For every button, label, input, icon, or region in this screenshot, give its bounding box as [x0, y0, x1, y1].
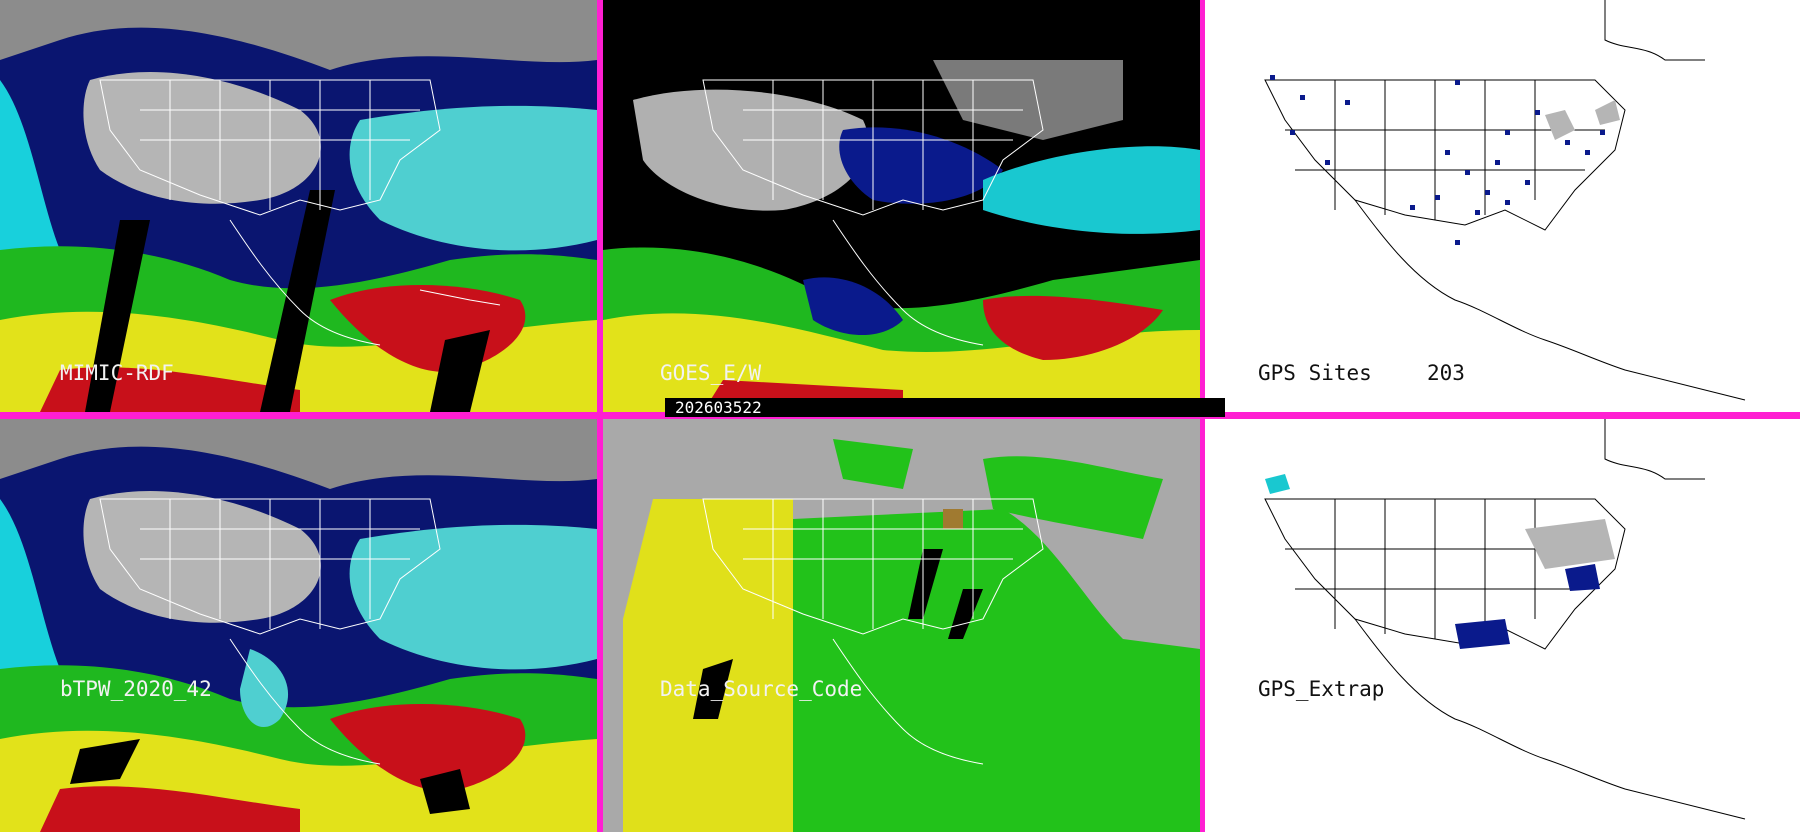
- gps-site-markers: [1270, 75, 1605, 245]
- timestamp-bar: 202603522: [665, 398, 1225, 417]
- gps-extrap-panel: GPS_Extrap: [1205, 419, 1800, 832]
- btpw-label: bTPW_2020_42: [60, 677, 212, 701]
- btpw-panel: bTPW_2020_42: [0, 419, 597, 832]
- goes-panel: GOES_E/W: [603, 0, 1200, 412]
- gps-sites-map: [1205, 0, 1800, 412]
- data-source-label: Data_Source_Code: [660, 677, 863, 701]
- gps-extrap-label: GPS_Extrap: [1258, 677, 1385, 701]
- data-source-map: [603, 419, 1200, 832]
- data-source-panel: Data_Source_Code: [603, 419, 1200, 832]
- goes-map: [603, 0, 1200, 412]
- mimic-panel: MIMIC-RDF: [0, 0, 597, 412]
- mimic-map: [0, 0, 597, 412]
- goes-label: GOES_E/W: [660, 361, 762, 385]
- gps-sites-label: GPS Sites: [1258, 361, 1372, 385]
- gps-sites-count: 203: [1427, 361, 1465, 385]
- gps-extrap-map: [1205, 419, 1800, 832]
- mimic-label: MIMIC-RDF: [60, 361, 174, 385]
- gps-sites-panel: GPS Sites 203: [1205, 0, 1800, 412]
- btpw-map: [0, 419, 597, 832]
